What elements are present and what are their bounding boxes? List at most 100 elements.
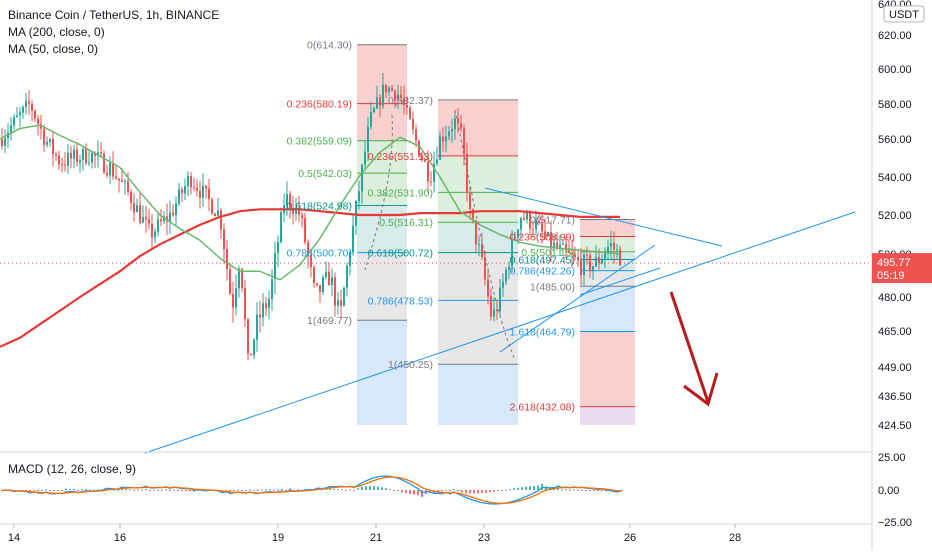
fib-zone [580, 251, 635, 271]
macd-histogram-bar [497, 490, 499, 491]
ma50-legend[interactable]: MA (50, close, 0) [8, 42, 99, 56]
fib-zone [438, 252, 518, 301]
fib-level-label: 0.618(524.98) [287, 201, 352, 213]
candle-body [430, 181, 432, 183]
fib-zone [357, 252, 407, 321]
ma200-legend[interactable]: MA (200, close, 0) [8, 25, 105, 39]
macd-histogram-bar [265, 489, 267, 491]
macd-histogram-bar [349, 489, 351, 491]
candle-body [619, 249, 621, 266]
macd-histogram-bar [49, 490, 51, 492]
macd-histogram-bar [69, 489, 71, 491]
macd-histogram-bar [253, 490, 255, 491]
candle-body [382, 84, 384, 106]
macd-histogram-bar [377, 486, 379, 490]
candle-body [469, 192, 471, 209]
candle-body [562, 243, 564, 245]
candle-body [595, 257, 597, 267]
macd-histogram-bar [585, 490, 587, 491]
candle-body [511, 238, 513, 267]
candle-body [274, 253, 276, 280]
macd-legend[interactable]: MACD (12, 26, close, 9) [8, 462, 137, 476]
trendline [579, 267, 661, 296]
macd-histogram-bar [133, 490, 135, 491]
macd-histogram-bar [33, 490, 35, 491]
macd-histogram-bar [289, 488, 291, 490]
fib-zone [438, 99, 518, 156]
macd-histogram-bar [29, 490, 31, 492]
candle-body [103, 153, 105, 173]
candle-body [367, 126, 369, 152]
candle-body [478, 244, 480, 246]
candle-body [331, 277, 333, 286]
candle-body [82, 148, 84, 160]
macd-histogram-bar [521, 487, 523, 490]
candle-body [31, 103, 33, 111]
candle-body [169, 212, 171, 222]
candle-body [448, 131, 450, 137]
macd-histogram-bar [197, 490, 199, 491]
macd-histogram-bar [365, 486, 367, 490]
candle-body [19, 112, 21, 116]
fib-level-label: 0.236(551.13) [368, 151, 433, 163]
candle-body [118, 178, 120, 181]
price-tick-label: 424.50 [878, 420, 912, 432]
macd-histogram-bar [413, 490, 415, 495]
macd-histogram-bar [485, 490, 487, 493]
candle-body [421, 156, 423, 160]
macd-histogram-bar [137, 489, 139, 491]
candle-body [535, 221, 537, 230]
macd-histogram-bar [537, 485, 539, 490]
candle-body [298, 207, 300, 215]
candle-body [361, 164, 363, 192]
candle-body [346, 265, 348, 288]
macd-histogram-bar [233, 490, 235, 491]
macd-histogram-bar [437, 490, 439, 492]
fib-level-label: 0(614.30) [307, 40, 352, 52]
time-tick-label: 23 [478, 532, 490, 544]
macd-histogram-bar [161, 490, 163, 491]
candle-body [121, 180, 123, 182]
fib-level-label: 2.618(432.08) [510, 402, 575, 414]
symbol-title[interactable]: Binance Coin / TetherUS, 1h, BINANCE [8, 8, 220, 22]
macd-histogram-bar [353, 490, 355, 491]
candle-body [451, 129, 453, 132]
candle-body [10, 125, 12, 133]
fib-level-label: 0.5(542.03) [298, 168, 352, 180]
candle-body [475, 220, 477, 245]
candle-body [70, 152, 72, 159]
macd-histogram-bar [153, 490, 155, 491]
candle-body [403, 97, 405, 105]
macd-histogram-bar [81, 489, 83, 491]
macd-histogram-bar [381, 487, 383, 490]
candle-body [247, 319, 249, 354]
macd-histogram-bar [269, 489, 271, 491]
candle-body [52, 138, 54, 155]
candle-body [484, 256, 486, 280]
macd-histogram-bar [441, 490, 443, 492]
candle-body [4, 138, 6, 146]
candle-body [199, 190, 201, 198]
candle-body [271, 279, 273, 300]
candle-body [328, 271, 330, 286]
countdown-timer: 05:19 [877, 270, 905, 282]
candle-body [529, 212, 531, 229]
macd-histogram-bar [357, 488, 359, 490]
candle-body [481, 244, 483, 257]
macd-histogram-bar [293, 490, 295, 491]
candle-body [340, 300, 342, 306]
macd-histogram-bar [557, 487, 559, 490]
candle-body [34, 110, 36, 119]
candle-body [412, 119, 414, 130]
macd-histogram-bar [85, 488, 87, 490]
macd-histogram-bar [533, 485, 535, 490]
candle-body [604, 253, 606, 259]
candle-body [154, 231, 156, 238]
ma50-line [0, 124, 621, 281]
macd-histogram-bar [149, 490, 151, 491]
macd-histogram-bar [449, 490, 451, 492]
macd-histogram-bar [561, 489, 563, 491]
fib-retracement-layer [357, 44, 635, 425]
